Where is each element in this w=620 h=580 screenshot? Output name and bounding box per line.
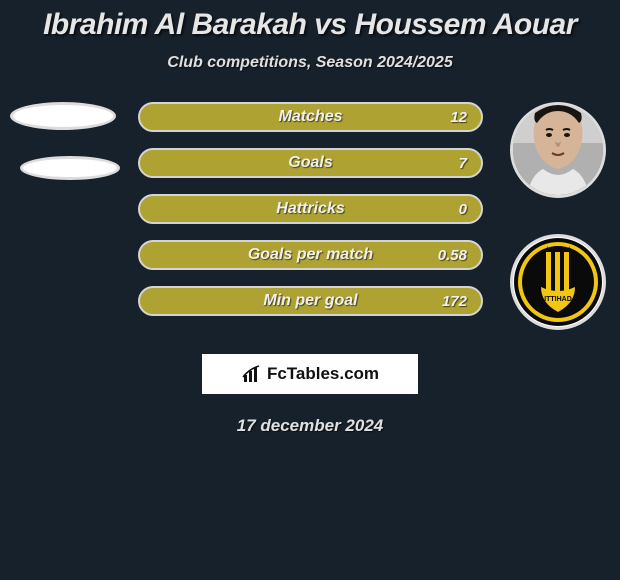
stat-bar: Goals 7 xyxy=(138,148,483,178)
comparison-card: Ibrahim Al Barakah vs Houssem Aouar Club… xyxy=(0,0,620,436)
stat-bar: Goals per match 0.58 xyxy=(138,240,483,270)
stat-value: 0 xyxy=(459,201,467,218)
left-player-placeholder xyxy=(10,102,120,180)
stat-bars: Matches 12 Goals 7 Hattricks 0 Goals per… xyxy=(138,102,483,332)
branding-badge[interactable]: FcTables.com xyxy=(202,354,418,394)
stat-label: Hattricks xyxy=(276,200,344,218)
stat-bar: Matches 12 xyxy=(138,102,483,132)
svg-text:ITTIHAD: ITTIHAD xyxy=(544,296,572,303)
subtitle: Club competitions, Season 2024/2025 xyxy=(0,54,620,72)
bar-chart-icon xyxy=(241,363,263,385)
placeholder-oval xyxy=(10,102,116,130)
stat-value: 0.58 xyxy=(438,247,467,264)
stat-label: Goals xyxy=(288,154,332,172)
stat-bar: Hattricks 0 xyxy=(138,194,483,224)
placeholder-oval xyxy=(20,156,120,180)
date-label: 17 december 2024 xyxy=(0,416,620,436)
svg-text:1: 1 xyxy=(523,280,527,287)
club-badge: ITTIHAD نادي الاتحاد 1 7 xyxy=(510,234,606,330)
player-photo xyxy=(510,102,606,198)
stat-bar: Min per goal 172 xyxy=(138,286,483,316)
stat-label: Goals per match xyxy=(248,246,373,264)
right-player-column: ITTIHAD نادي الاتحاد 1 7 xyxy=(510,102,606,330)
stat-label: Matches xyxy=(278,108,342,126)
stats-area: Matches 12 Goals 7 Hattricks 0 Goals per… xyxy=(0,102,620,342)
stat-label: Min per goal xyxy=(263,292,357,310)
page-title: Ibrahim Al Barakah vs Houssem Aouar xyxy=(0,8,620,42)
svg-text:7: 7 xyxy=(589,280,593,287)
stat-value: 172 xyxy=(442,293,467,310)
stat-value: 12 xyxy=(450,109,467,126)
branding-text: FcTables.com xyxy=(267,364,379,384)
svg-text:نادي الاتحاد: نادي الاتحاد xyxy=(544,246,572,253)
stat-value: 7 xyxy=(459,155,467,172)
